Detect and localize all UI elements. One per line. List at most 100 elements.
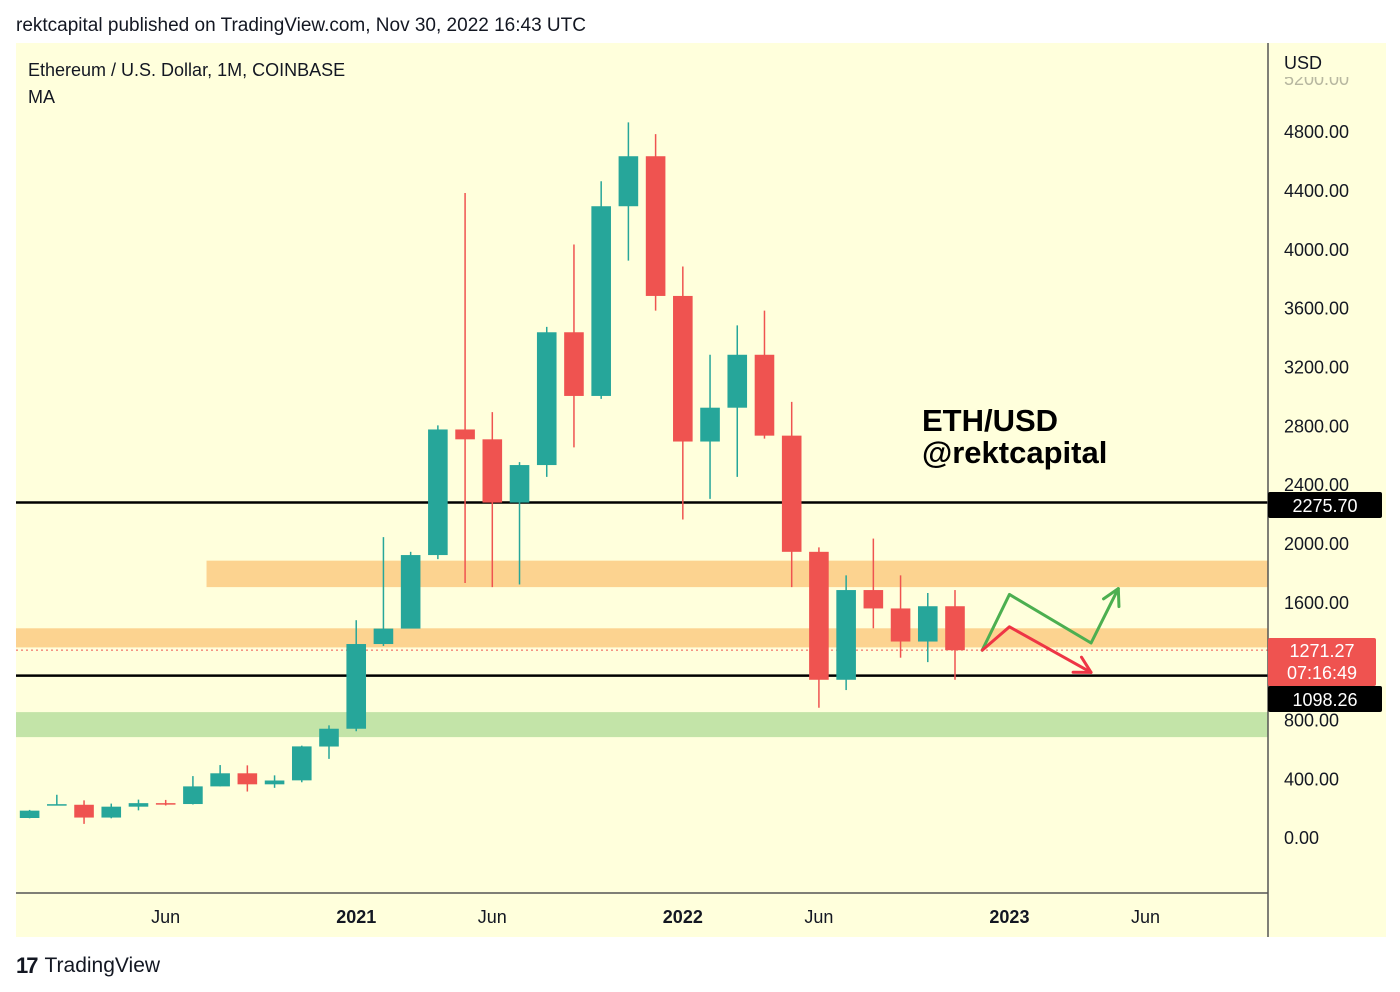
candle bbox=[210, 765, 230, 787]
candle-body bbox=[618, 156, 639, 207]
candle-body bbox=[781, 435, 802, 552]
watermark-pair: ETH/USD bbox=[922, 403, 1058, 438]
candle-body bbox=[591, 206, 611, 396]
y-tick-label: 4400.00 bbox=[1284, 181, 1349, 201]
candle bbox=[128, 799, 149, 811]
candle bbox=[509, 462, 530, 585]
y-tick-label: 0.00 bbox=[1284, 828, 1319, 848]
candle bbox=[346, 620, 367, 732]
x-tick-label: 2023 bbox=[989, 907, 1029, 927]
candle bbox=[917, 593, 938, 663]
candle-body bbox=[264, 780, 285, 785]
candle-body bbox=[237, 773, 258, 785]
candle bbox=[319, 725, 339, 759]
candle bbox=[19, 809, 40, 819]
x-tick-label: 2022 bbox=[663, 907, 703, 927]
y-tick-label: 4000.00 bbox=[1284, 240, 1349, 260]
candle-body bbox=[346, 644, 367, 729]
chart-canvas[interactable]: Ethereum / U.S. Dollar, 1M, COINBASE MA … bbox=[16, 43, 1386, 937]
candle bbox=[264, 775, 285, 788]
candle-body bbox=[917, 606, 938, 642]
candle-body bbox=[373, 628, 394, 645]
support-price-label: 1098.26 bbox=[1292, 690, 1357, 710]
candle-body bbox=[155, 803, 176, 805]
candle bbox=[564, 244, 584, 448]
x-ticks: Jun 2021 Jun 2022 Jun 2023 Jun bbox=[151, 907, 1160, 927]
resistance-price-tag bbox=[1268, 492, 1382, 518]
tradingview-logo-icon: 17 bbox=[16, 953, 39, 978]
publish-header: rektcapital published on TradingView.com… bbox=[16, 15, 586, 36]
candle bbox=[673, 266, 693, 520]
candle-body bbox=[428, 429, 448, 556]
candle-body bbox=[809, 551, 829, 680]
candle-body bbox=[183, 786, 203, 805]
price-tags: 2275.70 1271.27 07:16:49 1098.26 bbox=[1268, 492, 1382, 712]
candle bbox=[890, 575, 911, 658]
candle-body bbox=[945, 606, 965, 651]
candle-body bbox=[19, 810, 40, 818]
candle-body bbox=[482, 439, 503, 503]
resistance-price-label: 2275.70 bbox=[1292, 496, 1357, 516]
legend-symbol[interactable]: Ethereum / U.S. Dollar, 1M, COINBASE bbox=[28, 60, 345, 80]
price-axis-unit-backdrop bbox=[1269, 43, 1386, 77]
candle bbox=[645, 134, 666, 311]
candle bbox=[373, 537, 394, 646]
candle bbox=[155, 799, 176, 806]
tradingview-brand: TradingView bbox=[44, 954, 161, 977]
candle-body bbox=[400, 555, 421, 629]
candle-body bbox=[210, 773, 230, 787]
candle bbox=[536, 326, 557, 477]
y-tick-label: 3200.00 bbox=[1284, 358, 1349, 378]
arrows-layer bbox=[980, 587, 1121, 674]
candle-body bbox=[47, 804, 67, 806]
y-tick-label: 1600.00 bbox=[1284, 593, 1349, 613]
y-tick-label: 3600.00 bbox=[1284, 299, 1349, 319]
x-tick-label: Jun bbox=[151, 907, 180, 927]
legend-indicator[interactable]: MA bbox=[28, 87, 55, 107]
x-tick-label: Jun bbox=[1131, 907, 1160, 927]
red-projection-arrow bbox=[980, 625, 1093, 674]
y-tick-label: 4800.00 bbox=[1284, 122, 1349, 142]
candle-body bbox=[836, 590, 856, 680]
candle bbox=[727, 325, 748, 477]
y-tick-label: 2000.00 bbox=[1284, 534, 1349, 554]
candle bbox=[183, 776, 203, 805]
candle bbox=[101, 803, 122, 819]
watermark-author: @rektcapital bbox=[922, 435, 1107, 470]
candle bbox=[428, 425, 448, 560]
candle-body bbox=[673, 295, 693, 442]
current-price-tag bbox=[1268, 638, 1376, 686]
candle-body bbox=[536, 332, 557, 466]
candle-body bbox=[700, 407, 720, 442]
candle bbox=[863, 538, 884, 629]
time-axis[interactable]: Jun 2021 Jun 2022 Jun 2023 Jun bbox=[16, 892, 1268, 927]
candle-body bbox=[455, 429, 475, 440]
candle-body bbox=[509, 465, 530, 503]
y-tick-label: 2800.00 bbox=[1284, 416, 1349, 436]
candle-body bbox=[319, 728, 339, 747]
candle bbox=[591, 181, 611, 399]
candle bbox=[237, 765, 258, 792]
candle bbox=[47, 794, 67, 806]
candle bbox=[836, 575, 856, 691]
green-zone bbox=[16, 712, 1268, 738]
green-arrow-head bbox=[1102, 587, 1121, 609]
candle bbox=[700, 354, 720, 499]
candle-body bbox=[890, 608, 911, 642]
candle bbox=[74, 800, 94, 824]
candle bbox=[781, 401, 802, 588]
x-tick-label: Jun bbox=[804, 907, 833, 927]
bar-close-countdown: 07:16:49 bbox=[1287, 663, 1357, 683]
levels-layer bbox=[16, 501, 1268, 677]
candle-body bbox=[564, 332, 584, 396]
candle-body bbox=[863, 590, 884, 609]
y-tick-label: 2400.00 bbox=[1284, 475, 1349, 495]
x-tick-label: 2021 bbox=[336, 907, 376, 927]
support-price-tag bbox=[1268, 686, 1382, 712]
candle-body bbox=[291, 746, 312, 781]
tradingview-footer[interactable]: 17 TradingView bbox=[16, 951, 160, 981]
candle-body bbox=[74, 804, 94, 818]
candle bbox=[809, 547, 829, 708]
candle-body bbox=[101, 806, 122, 818]
chart-frame[interactable]: Ethereum / U.S. Dollar, 1M, COINBASE MA … bbox=[16, 43, 1386, 937]
